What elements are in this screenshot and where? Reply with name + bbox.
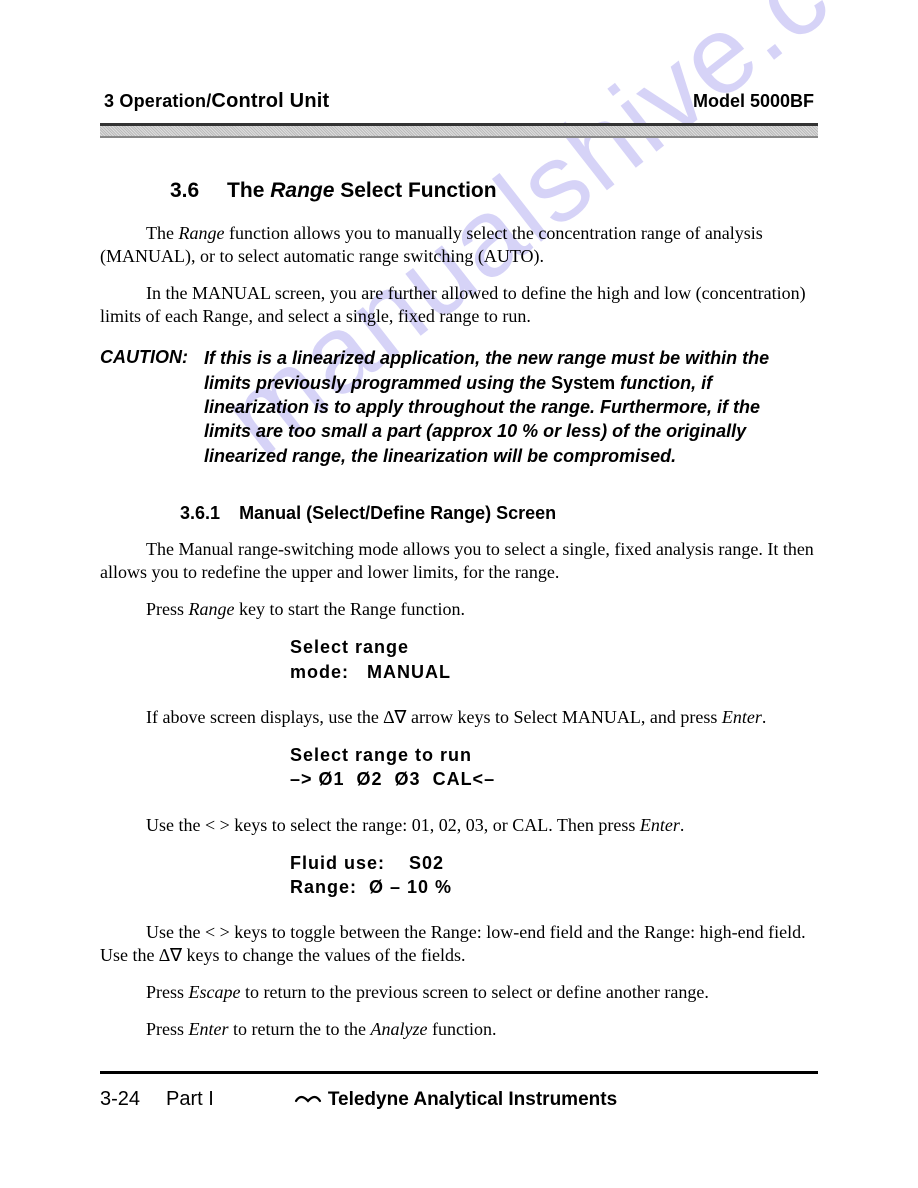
p8-b: to return to the previous screen to sele… <box>241 982 709 1002</box>
p8-ital: Escape <box>189 982 241 1002</box>
p4-b: key to start the Range function. <box>235 599 465 619</box>
paragraph-9: Press Enter to return the to the Analyze… <box>100 1018 818 1041</box>
p5-b: . <box>762 707 767 727</box>
section-number: 3.6 <box>170 179 199 202</box>
lcd-screen-2: Select range to run –> Ø1 Ø2 Ø3 CAL<– <box>290 743 818 792</box>
p4-ital: Range <box>189 599 235 619</box>
subsection-heading: 3.6.1 Manual (Select/Define Range) Scree… <box>180 502 818 525</box>
p6-a: Use the < > keys to select the range: 01… <box>146 815 640 835</box>
p5-ital: Enter <box>722 707 762 727</box>
p6-b: . <box>680 815 685 835</box>
paragraph-6: Use the < > keys to select the range: 01… <box>100 814 818 837</box>
paragraph-intro-2: In the MANUAL screen, you are further al… <box>100 282 818 328</box>
p9-ital2: Analyze <box>370 1019 427 1039</box>
footer-part: Part I <box>166 1088 214 1111</box>
p9-b: function. <box>427 1019 496 1039</box>
paragraph-7: Use the < > keys to toggle between the R… <box>100 921 818 967</box>
footer-brand: Teledyne Analytical Instruments <box>328 1089 617 1111</box>
page-header: 3 Operation/Control Unit Model 5000BF <box>100 90 818 113</box>
subsection-title: Manual (Select/Define Range) Screen <box>239 503 556 523</box>
p1-ital: Range <box>178 223 224 243</box>
section-title-ital: Range <box>270 179 334 202</box>
header-model: Model 5000BF <box>693 91 814 112</box>
header-section-name: Control Unit <box>211 90 329 112</box>
subsection-number: 3.6.1 <box>180 503 220 523</box>
caution-label: CAUTION: <box>100 346 204 467</box>
teledyne-logo-icon <box>294 1088 322 1111</box>
p9-mid: to return the to the <box>229 1019 371 1039</box>
p1-a: The <box>146 223 178 243</box>
paragraph-5: If above screen displays, use the ∆∇ arr… <box>100 706 818 729</box>
footer-page-number: 3-24 <box>100 1088 140 1111</box>
lcd-screen-1: Select range mode: MANUAL <box>290 635 818 684</box>
paragraph-3: The Manual range-switching mode allows y… <box>100 538 818 584</box>
header-rule <box>100 123 818 138</box>
p9-a: Press <box>146 1019 189 1039</box>
paragraph-8: Press Escape to return to the previous s… <box>100 981 818 1004</box>
p4-a: Press <box>146 599 189 619</box>
p5-a: If above screen displays, use the ∆∇ arr… <box>146 707 722 727</box>
p6-ital: Enter <box>640 815 680 835</box>
paragraph-intro-1: The Range function allows you to manuall… <box>100 222 818 268</box>
section-title-pre: The <box>227 179 270 202</box>
p8-a: Press <box>146 982 189 1002</box>
header-chapter: 3 Operation/ <box>104 91 211 111</box>
footer: 3-24 Part I Teledyne Analytical Instrume… <box>100 1071 818 1111</box>
section-heading: 3.6 The Range Select Function <box>170 178 818 204</box>
header-left: 3 Operation/Control Unit <box>104 90 329 113</box>
p9-ital1: Enter <box>189 1019 229 1039</box>
caution-block: CAUTION: If this is a linearized applica… <box>100 346 818 467</box>
lcd-screen-3: Fluid use: S02 Range: Ø – 10 % <box>290 851 818 900</box>
paragraph-4: Press Range key to start the Range funct… <box>100 598 818 621</box>
caution-body-roman: System <box>551 373 615 393</box>
section-title-post: Select Function <box>334 179 496 202</box>
caution-body: If this is a linearized application, the… <box>204 346 778 467</box>
